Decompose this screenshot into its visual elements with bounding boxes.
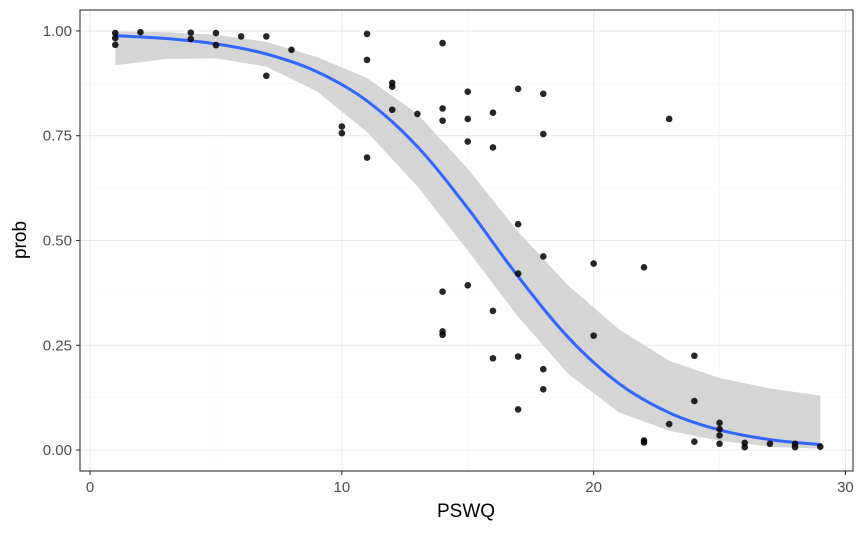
data-point	[338, 123, 346, 130]
data-point	[514, 353, 522, 360]
data-point	[464, 115, 472, 123]
data-point	[691, 397, 698, 405]
data-point	[237, 33, 245, 40]
data-point	[489, 307, 497, 315]
confidence-ribbon	[115, 31, 821, 449]
data-point	[363, 56, 371, 64]
data-point	[263, 33, 270, 40]
data-point	[640, 439, 648, 446]
data-point	[439, 105, 446, 112]
data-point	[489, 144, 497, 151]
data-point	[590, 260, 597, 267]
data-point	[464, 138, 472, 145]
data-point	[716, 425, 723, 433]
data-point	[187, 35, 195, 43]
data-point	[111, 29, 119, 37]
data-point	[439, 288, 446, 295]
data-point	[539, 253, 547, 260]
y-tick-label: 0.25	[43, 337, 72, 354]
data-points	[111, 28, 824, 451]
data-point	[716, 419, 723, 427]
data-point	[439, 331, 446, 339]
x-tick-label: 20	[585, 479, 602, 496]
data-point	[439, 39, 446, 47]
data-point	[539, 385, 547, 393]
data-point	[691, 352, 698, 360]
data-point	[464, 88, 472, 96]
data-point	[111, 34, 119, 42]
data-point	[363, 154, 371, 161]
data-point	[137, 28, 144, 36]
y-tick-label: 0.75	[43, 128, 72, 145]
data-point	[288, 46, 295, 54]
data-point	[489, 354, 497, 362]
data-point	[741, 443, 749, 451]
data-point	[338, 129, 346, 137]
data-point	[514, 270, 522, 277]
data-point	[816, 443, 824, 450]
fitted-curve	[113, 34, 822, 447]
confidence-band	[115, 31, 821, 449]
data-point	[514, 220, 522, 228]
data-point	[716, 432, 723, 439]
data-point	[665, 115, 673, 123]
data-point	[791, 443, 799, 451]
x-tick-label: 30	[837, 479, 854, 496]
data-point	[514, 406, 522, 413]
x-axis-title: PSWQ	[437, 501, 495, 522]
data-point	[716, 440, 723, 448]
y-axis-title: prob	[10, 221, 31, 259]
y-tick-label: 0.50	[43, 233, 72, 250]
x-tick-label: 10	[334, 479, 351, 496]
data-point	[388, 83, 396, 90]
y-tick-label: 0.00	[43, 442, 72, 459]
data-point	[212, 29, 220, 37]
x-tick-label: 0	[86, 479, 94, 496]
data-point	[539, 130, 547, 138]
y-tick-label: 1.00	[43, 23, 72, 40]
data-point	[414, 110, 421, 118]
data-point	[263, 72, 270, 80]
data-point	[539, 365, 547, 373]
y-axis-ticks: 0.00 0.25 0.50 0.75 1.00	[43, 23, 80, 459]
data-point	[691, 438, 698, 445]
data-point	[590, 332, 597, 339]
data-point	[187, 29, 195, 36]
smooth-line	[113, 34, 822, 447]
data-point	[439, 117, 446, 124]
x-axis-ticks: 0 10 20 30	[86, 471, 854, 496]
data-point	[665, 420, 673, 428]
data-point	[539, 90, 547, 98]
data-point	[363, 30, 371, 38]
data-point	[640, 264, 648, 271]
data-point	[464, 282, 472, 289]
data-point	[388, 106, 396, 114]
data-point	[111, 41, 119, 49]
data-point	[766, 440, 774, 448]
data-point	[212, 41, 220, 49]
data-point	[514, 85, 522, 93]
data-point	[489, 109, 497, 116]
